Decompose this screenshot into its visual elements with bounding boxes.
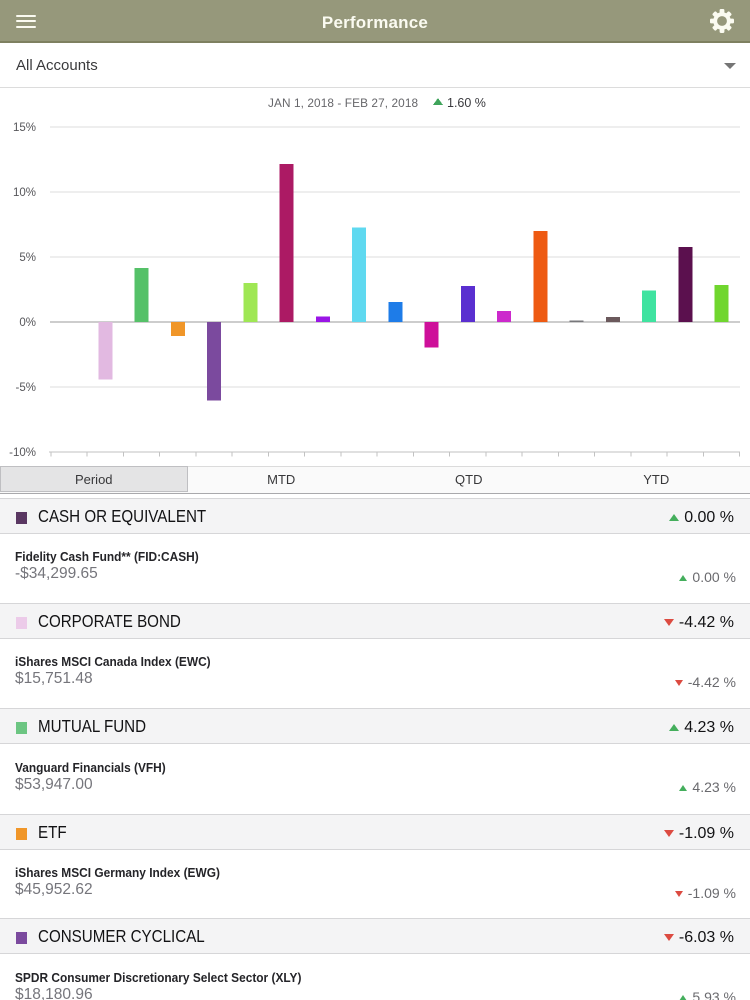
svg-text:-5%: -5% (16, 382, 36, 394)
svg-text:15%: 15% (13, 122, 36, 134)
svg-text:1.60 %: 1.60 % (447, 96, 486, 110)
svg-text:JAN 1, 2018 - FEB 27, 2018: JAN 1, 2018 - FEB 27, 2018 (268, 96, 418, 110)
svg-text:0%: 0% (19, 317, 36, 329)
svg-text:-10%: -10% (9, 447, 36, 459)
svg-text:10%: 10% (13, 187, 36, 199)
svg-text:5%: 5% (19, 252, 36, 264)
